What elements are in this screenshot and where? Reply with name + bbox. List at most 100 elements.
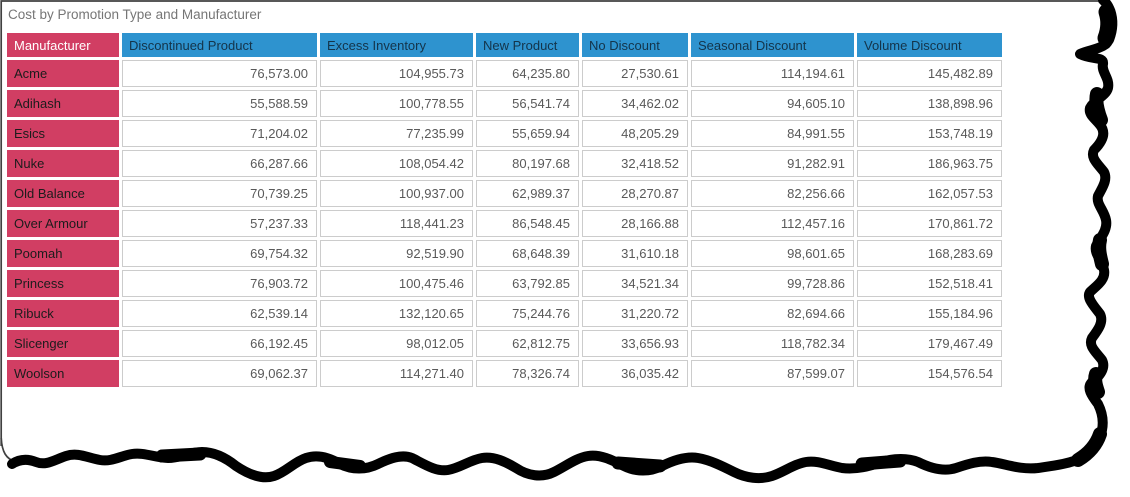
row-header-old-balance[interactable]: Old Balance: [7, 180, 119, 207]
table-row: Woolson 69,062.37 114,271.40 78,326.74 36,03…: [7, 360, 1002, 387]
cell-acme-new-product[interactable]: 64,235.80: [476, 60, 579, 87]
table-row: Poomah 69,754.32 92,519.90 68,648.39 31,610.…: [7, 240, 1002, 267]
cell-poomah-seasonal-discount[interactable]: 98,601.65: [691, 240, 854, 267]
cell-princess-excess-inventory[interactable]: 100,475.46: [320, 270, 473, 297]
cost-matrix-table: Manufacturer Discontinued Product Excess I…: [4, 30, 1005, 390]
header-row: Manufacturer Discontinued Product Excess I…: [7, 33, 1002, 57]
cell-old-balance-no-discount[interactable]: 28,270.87: [582, 180, 688, 207]
cell-slicenger-discontinued-product[interactable]: 66,192.45: [122, 330, 317, 357]
cell-ribuck-discontinued-product[interactable]: 62,539.14: [122, 300, 317, 327]
cell-princess-volume-discount[interactable]: 152,518.41: [857, 270, 1002, 297]
cell-over-armour-new-product[interactable]: 86,548.45: [476, 210, 579, 237]
cell-over-armour-excess-inventory[interactable]: 118,441.23: [320, 210, 473, 237]
cell-woolson-no-discount[interactable]: 36,035.42: [582, 360, 688, 387]
cell-poomah-no-discount[interactable]: 31,610.18: [582, 240, 688, 267]
table-body: Acme 76,573.00 104,955.73 64,235.80 27,530.6…: [7, 60, 1002, 387]
row-header-slicenger[interactable]: Slicenger: [7, 330, 119, 357]
column-header-excess-inventory[interactable]: Excess Inventory: [320, 33, 473, 57]
cell-ribuck-new-product[interactable]: 75,244.76: [476, 300, 579, 327]
cell-adihash-seasonal-discount[interactable]: 94,605.10: [691, 90, 854, 117]
cell-old-balance-new-product[interactable]: 62,989.37: [476, 180, 579, 207]
cell-acme-no-discount[interactable]: 27,530.61: [582, 60, 688, 87]
row-header-ribuck[interactable]: Ribuck: [7, 300, 119, 327]
cell-acme-seasonal-discount[interactable]: 114,194.61: [691, 60, 854, 87]
table-header: Manufacturer Discontinued Product Excess I…: [7, 33, 1002, 57]
cell-poomah-excess-inventory[interactable]: 92,519.90: [320, 240, 473, 267]
row-header-acme[interactable]: Acme: [7, 60, 119, 87]
cell-slicenger-no-discount[interactable]: 33,656.93: [582, 330, 688, 357]
cell-ribuck-no-discount[interactable]: 31,220.72: [582, 300, 688, 327]
cell-nuke-discontinued-product[interactable]: 66,287.66: [122, 150, 317, 177]
row-header-princess[interactable]: Princess: [7, 270, 119, 297]
cell-old-balance-volume-discount[interactable]: 162,057.53: [857, 180, 1002, 207]
cell-esics-seasonal-discount[interactable]: 84,991.55: [691, 120, 854, 147]
cell-princess-new-product[interactable]: 63,792.85: [476, 270, 579, 297]
cell-esics-discontinued-product[interactable]: 71,204.02: [122, 120, 317, 147]
table-row: Acme 76,573.00 104,955.73 64,235.80 27,530.6…: [7, 60, 1002, 87]
cell-esics-excess-inventory[interactable]: 77,235.99: [320, 120, 473, 147]
cell-acme-excess-inventory[interactable]: 104,955.73: [320, 60, 473, 87]
cell-poomah-volume-discount[interactable]: 168,283.69: [857, 240, 1002, 267]
cell-over-armour-discontinued-product[interactable]: 57,237.33: [122, 210, 317, 237]
cell-adihash-no-discount[interactable]: 34,462.02: [582, 90, 688, 117]
visual-frame-border-curve: [0, 437, 17, 463]
cell-ribuck-excess-inventory[interactable]: 132,120.65: [320, 300, 473, 327]
cell-adihash-volume-discount[interactable]: 138,898.96: [857, 90, 1002, 117]
row-header-esics[interactable]: Esics: [7, 120, 119, 147]
cell-adihash-new-product[interactable]: 56,541.74: [476, 90, 579, 117]
cell-acme-discontinued-product[interactable]: 76,573.00: [122, 60, 317, 87]
column-header-new-product[interactable]: New Product: [476, 33, 579, 57]
table-row: Ribuck 62,539.14 132,120.65 75,244.76 31,220…: [7, 300, 1002, 327]
cell-nuke-new-product[interactable]: 80,197.68: [476, 150, 579, 177]
cell-old-balance-excess-inventory[interactable]: 100,937.00: [320, 180, 473, 207]
cell-princess-seasonal-discount[interactable]: 99,728.86: [691, 270, 854, 297]
cell-ribuck-volume-discount[interactable]: 155,184.96: [857, 300, 1002, 327]
cell-nuke-seasonal-discount[interactable]: 91,282.91: [691, 150, 854, 177]
table-row: Esics 71,204.02 77,235.99 55,659.94 48,205.2…: [7, 120, 1002, 147]
cell-acme-volume-discount[interactable]: 145,482.89: [857, 60, 1002, 87]
cell-woolson-discontinued-product[interactable]: 69,062.37: [122, 360, 317, 387]
table-row: Slicenger 66,192.45 98,012.05 62,812.75 33,6…: [7, 330, 1002, 357]
row-header-adihash[interactable]: Adihash: [7, 90, 119, 117]
cell-slicenger-seasonal-discount[interactable]: 118,782.34: [691, 330, 854, 357]
cell-woolson-new-product[interactable]: 78,326.74: [476, 360, 579, 387]
cell-nuke-excess-inventory[interactable]: 108,054.42: [320, 150, 473, 177]
row-header-nuke[interactable]: Nuke: [7, 150, 119, 177]
row-header-poomah[interactable]: Poomah: [7, 240, 119, 267]
cell-ribuck-seasonal-discount[interactable]: 82,694.66: [691, 300, 854, 327]
cell-adihash-discontinued-product[interactable]: 55,588.59: [122, 90, 317, 117]
cell-slicenger-new-product[interactable]: 62,812.75: [476, 330, 579, 357]
cell-nuke-volume-discount[interactable]: 186,963.75: [857, 150, 1002, 177]
column-header-discontinued-product[interactable]: Discontinued Product: [122, 33, 317, 57]
cell-slicenger-excess-inventory[interactable]: 98,012.05: [320, 330, 473, 357]
cell-esics-volume-discount[interactable]: 153,748.19: [857, 120, 1002, 147]
column-header-seasonal-discount[interactable]: Seasonal Discount: [691, 33, 854, 57]
row-header-woolson[interactable]: Woolson: [7, 360, 119, 387]
table-row: Nuke 66,287.66 108,054.42 80,197.68 32,418.5…: [7, 150, 1002, 177]
column-header-no-discount[interactable]: No Discount: [582, 33, 688, 57]
table-row: Adihash 55,588.59 100,778.55 56,541.74 34,46…: [7, 90, 1002, 117]
cell-over-armour-volume-discount[interactable]: 170,861.72: [857, 210, 1002, 237]
cell-nuke-no-discount[interactable]: 32,418.52: [582, 150, 688, 177]
cell-old-balance-seasonal-discount[interactable]: 82,256.66: [691, 180, 854, 207]
cell-princess-discontinued-product[interactable]: 76,903.72: [122, 270, 317, 297]
cell-over-armour-seasonal-discount[interactable]: 112,457.16: [691, 210, 854, 237]
cell-woolson-seasonal-discount[interactable]: 87,599.07: [691, 360, 854, 387]
cell-adihash-excess-inventory[interactable]: 100,778.55: [320, 90, 473, 117]
row-header-over-armour[interactable]: Over Armour: [7, 210, 119, 237]
cell-esics-new-product[interactable]: 55,659.94: [476, 120, 579, 147]
column-header-volume-discount[interactable]: Volume Discount: [857, 33, 1002, 57]
corner-header-manufacturer[interactable]: Manufacturer: [7, 33, 119, 57]
table-row: Princess 76,903.72 100,475.46 63,792.85 34,5…: [7, 270, 1002, 297]
cell-poomah-new-product[interactable]: 68,648.39: [476, 240, 579, 267]
cell-over-armour-no-discount[interactable]: 28,166.88: [582, 210, 688, 237]
cell-old-balance-discontinued-product[interactable]: 70,739.25: [122, 180, 317, 207]
table-row: Old Balance 70,739.25 100,937.00 62,989.37 2…: [7, 180, 1002, 207]
cell-slicenger-volume-discount[interactable]: 179,467.49: [857, 330, 1002, 357]
cell-poomah-discontinued-product[interactable]: 69,754.32: [122, 240, 317, 267]
cell-woolson-excess-inventory[interactable]: 114,271.40: [320, 360, 473, 387]
cell-woolson-volume-discount[interactable]: 154,576.54: [857, 360, 1002, 387]
cell-princess-no-discount[interactable]: 34,521.34: [582, 270, 688, 297]
cell-esics-no-discount[interactable]: 48,205.29: [582, 120, 688, 147]
